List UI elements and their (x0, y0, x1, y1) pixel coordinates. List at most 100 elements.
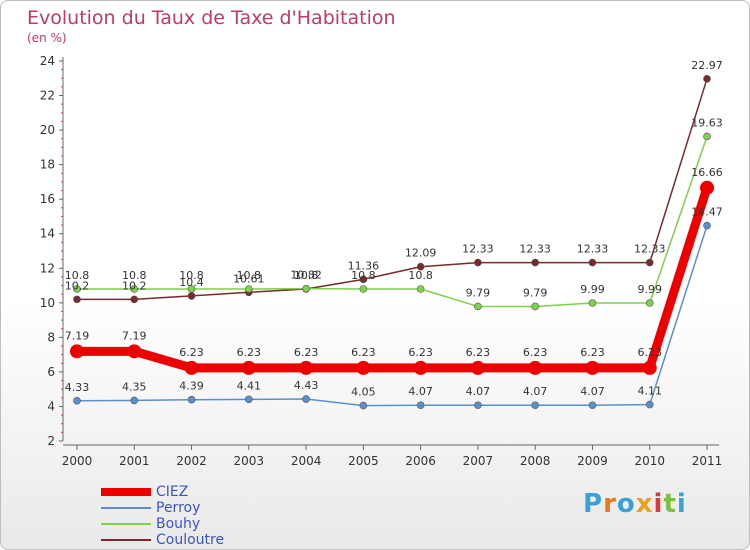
data-label: 6.23 (637, 346, 662, 359)
y-tick-label: 8 (47, 330, 55, 344)
data-label: 11.36 (348, 259, 380, 272)
x-tick-label: 2010 (634, 454, 665, 468)
data-label: 6.23 (580, 346, 605, 359)
chart-data-labels: 7.19 7.19 6.23 6.23 6.23 6.23 6.23 6.23 6.23 6.23… (65, 59, 723, 399)
data-point (299, 360, 314, 375)
y-tick-label: 22 (40, 89, 55, 103)
y-tick-label: 10 (40, 296, 55, 310)
data-point (703, 74, 711, 83)
data-label: 9.99 (637, 283, 662, 296)
data-point (645, 258, 654, 267)
data-point (241, 360, 256, 375)
data-label: 6.23 (408, 346, 433, 359)
data-label: 6.23 (351, 346, 376, 359)
data-point (359, 275, 368, 284)
data-point (184, 360, 199, 375)
data-point (416, 401, 425, 410)
proxiti-logo: Proxiti (583, 489, 687, 519)
data-point (302, 395, 310, 403)
legend-label: Couloutre (156, 532, 225, 548)
data-label: 6.23 (237, 346, 262, 359)
y-tick-label: 18 (40, 158, 55, 172)
data-point (130, 396, 139, 405)
data-label: 14.47 (691, 206, 723, 219)
data-point (70, 344, 84, 359)
legend-label: Perroy (156, 500, 201, 516)
data-label: 10.8 (408, 269, 433, 282)
data-point (642, 360, 657, 375)
data-label: 6.23 (523, 346, 548, 359)
data-point (700, 180, 714, 195)
y-tick-label: 20 (40, 123, 55, 137)
data-point (703, 132, 711, 141)
data-point (416, 262, 425, 271)
data-label: 4.43 (294, 379, 319, 392)
data-label: 7.19 (65, 329, 90, 342)
data-point (703, 221, 711, 230)
series-line (77, 78, 708, 301)
data-point (585, 360, 600, 375)
data-point (127, 344, 142, 359)
series-line (76, 225, 708, 407)
data-label: 12.33 (519, 243, 551, 256)
data-point (645, 299, 654, 307)
x-tick-label: 2008 (520, 454, 551, 468)
data-label: 7.19 (122, 329, 147, 342)
data-point (187, 292, 196, 300)
legend-swatch (101, 523, 151, 525)
data-label: 9.79 (523, 286, 548, 299)
legend-swatch (101, 507, 151, 509)
data-point (416, 285, 425, 293)
data-point (470, 360, 485, 375)
legend-swatch (101, 488, 151, 496)
data-label: 19.63 (691, 116, 723, 129)
data-label: 10.8 (179, 269, 204, 282)
y-tick-label: 6 (47, 365, 55, 379)
x-tick-label: 2007 (463, 454, 494, 468)
data-point (474, 401, 482, 410)
x-tick-label: 2003 (234, 454, 265, 468)
data-point (474, 258, 482, 267)
data-label: 4.11 (637, 385, 662, 398)
data-point (588, 258, 597, 267)
x-tick-label: 2011 (692, 454, 723, 468)
data-label: 4.41 (237, 379, 262, 392)
chart-unit: (en %) (27, 31, 67, 45)
y-tick-label: 12 (40, 261, 55, 275)
data-point (73, 285, 81, 293)
data-label: 12.33 (634, 243, 666, 256)
data-point (645, 400, 654, 409)
y-tick-label: 16 (40, 192, 55, 206)
data-point (245, 285, 253, 293)
series-line (77, 136, 708, 308)
chart-series (70, 74, 714, 410)
data-point (73, 396, 81, 405)
data-label: 16.66 (691, 166, 723, 179)
y-tick-label: 24 (40, 54, 55, 68)
data-point (474, 302, 482, 311)
data-point (588, 299, 597, 307)
data-label: 10.61 (233, 272, 265, 285)
data-point (359, 285, 368, 293)
data-label: 9.99 (580, 283, 605, 296)
data-label: 22.97 (691, 59, 723, 72)
x-tick-label: 2000 (62, 454, 93, 468)
data-label: 10.8 (294, 269, 319, 282)
data-point (531, 401, 539, 410)
data-label: 4.39 (179, 380, 204, 393)
data-label: 10.8 (65, 269, 90, 282)
legend-swatch (101, 539, 151, 541)
data-label: 12.33 (462, 243, 494, 256)
data-label: 4.07 (523, 385, 548, 398)
data-label: 4.07 (466, 385, 491, 398)
y-tick-label: 4 (47, 399, 55, 413)
y-tick-label: 14 (40, 227, 55, 241)
data-label: 6.23 (466, 346, 491, 359)
data-label: 10.4 (179, 276, 204, 289)
data-point (73, 295, 81, 304)
data-point (413, 360, 428, 375)
y-tick-label: 2 (47, 434, 55, 448)
